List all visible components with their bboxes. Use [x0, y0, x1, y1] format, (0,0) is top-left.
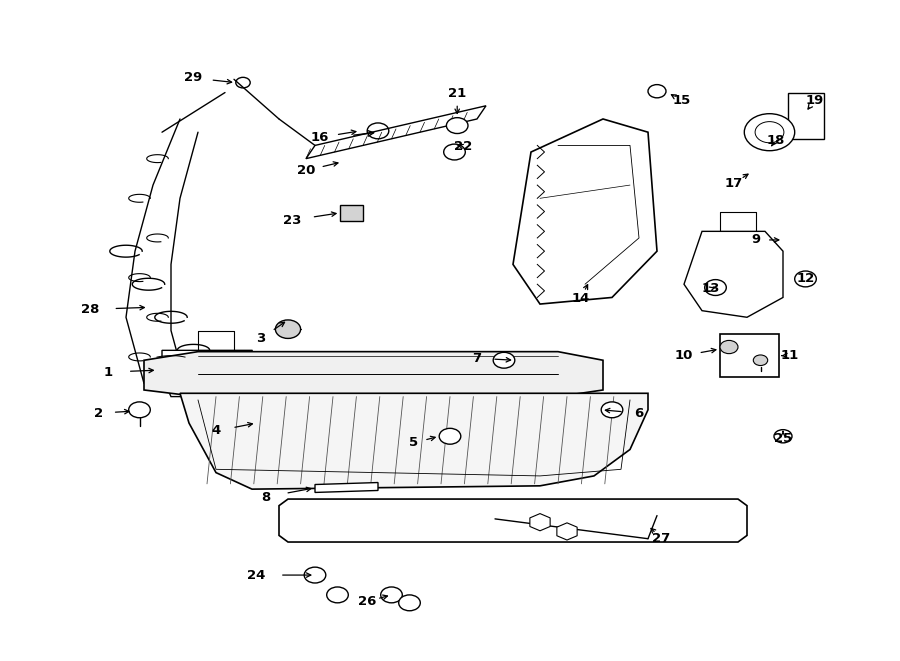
Circle shape [601, 402, 623, 418]
Circle shape [446, 118, 468, 134]
Text: 9: 9 [752, 233, 760, 247]
Polygon shape [557, 523, 577, 540]
Circle shape [129, 402, 150, 418]
Polygon shape [684, 231, 783, 317]
Bar [720, 334, 778, 377]
Text: 18: 18 [767, 134, 785, 147]
Text: 15: 15 [672, 94, 690, 107]
Text: 13: 13 [702, 282, 720, 295]
Text: 23: 23 [284, 214, 302, 227]
Text: 27: 27 [652, 532, 670, 545]
Text: 22: 22 [454, 140, 472, 153]
Circle shape [444, 144, 465, 160]
Text: 14: 14 [572, 292, 590, 305]
Bar [340, 205, 363, 221]
Polygon shape [315, 483, 378, 492]
Text: 16: 16 [310, 131, 328, 144]
Circle shape [275, 320, 301, 338]
Circle shape [795, 271, 816, 287]
Circle shape [381, 587, 402, 603]
Polygon shape [180, 393, 648, 489]
Circle shape [399, 595, 420, 611]
Text: 11: 11 [780, 349, 798, 362]
Circle shape [327, 587, 348, 603]
Bar [788, 93, 824, 139]
Text: 20: 20 [297, 164, 315, 177]
Text: 10: 10 [675, 349, 693, 362]
Polygon shape [513, 119, 657, 304]
Text: 4: 4 [212, 424, 220, 438]
Text: 1: 1 [104, 366, 112, 379]
Text: 17: 17 [724, 177, 742, 190]
Polygon shape [306, 106, 486, 159]
Polygon shape [530, 514, 550, 531]
Text: 6: 6 [634, 407, 644, 420]
Circle shape [493, 352, 515, 368]
Text: 24: 24 [248, 568, 266, 582]
Circle shape [753, 355, 768, 366]
Circle shape [744, 114, 795, 151]
Text: 28: 28 [81, 303, 99, 316]
Circle shape [705, 280, 726, 295]
Text: 19: 19 [806, 94, 824, 107]
Circle shape [304, 567, 326, 583]
Text: 26: 26 [358, 595, 376, 608]
Text: 3: 3 [256, 332, 266, 345]
Text: 5: 5 [410, 436, 418, 449]
Polygon shape [279, 499, 747, 542]
Text: 8: 8 [261, 490, 270, 504]
Polygon shape [144, 352, 603, 397]
Polygon shape [162, 350, 261, 397]
Circle shape [720, 340, 738, 354]
Circle shape [439, 428, 461, 444]
Text: 12: 12 [796, 272, 814, 286]
Text: 7: 7 [472, 352, 482, 365]
Text: 2: 2 [94, 407, 104, 420]
Text: 29: 29 [184, 71, 202, 85]
Text: 21: 21 [448, 87, 466, 100]
Text: 25: 25 [774, 432, 792, 445]
